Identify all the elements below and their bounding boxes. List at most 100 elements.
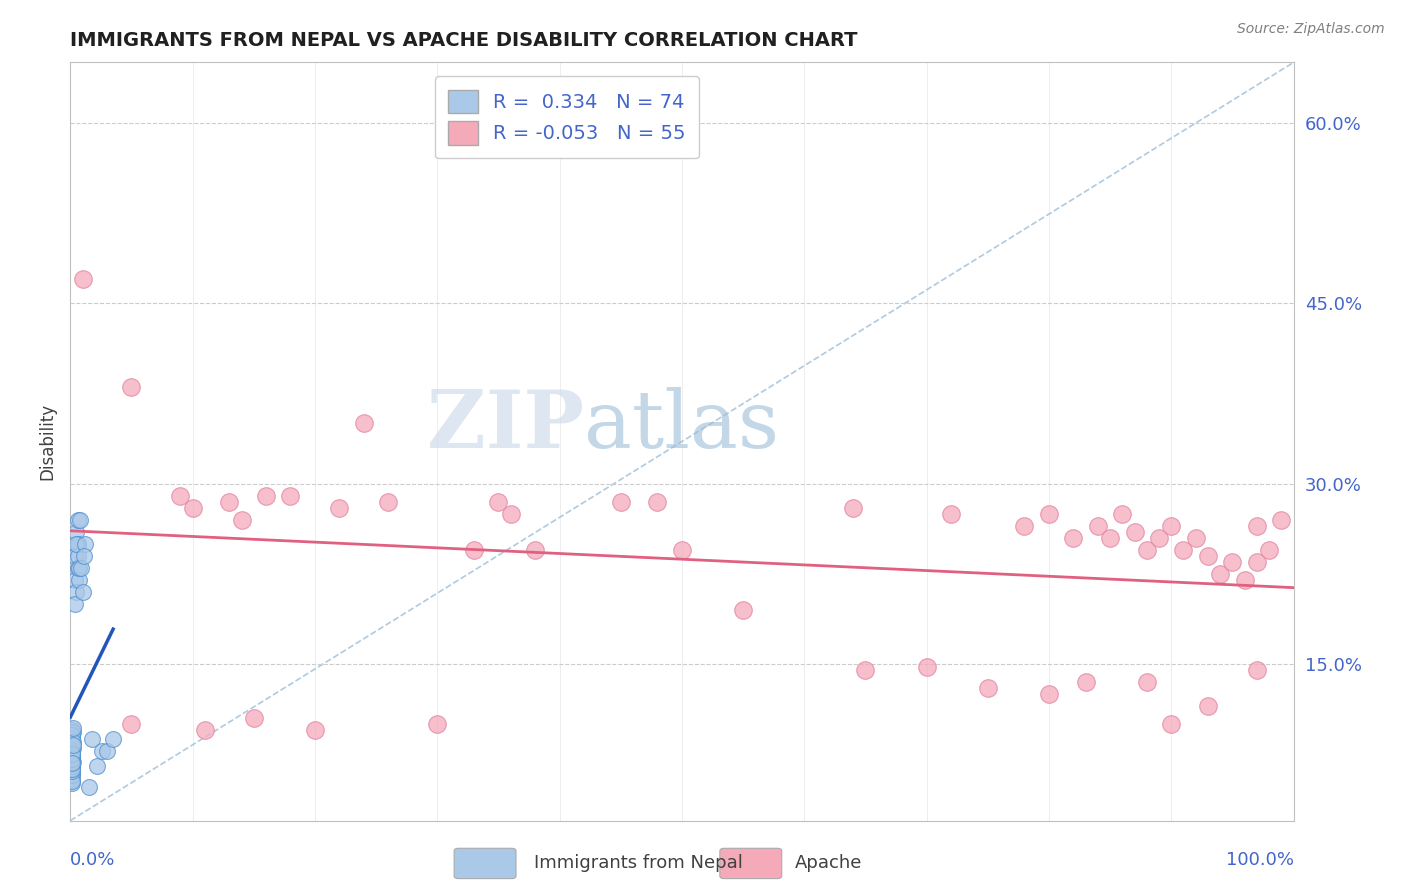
Point [60, 748, 83, 763]
Point [70, 561, 93, 575]
Point [60, 755, 83, 769]
Point [63, 549, 86, 563]
Point [60, 726, 83, 740]
Point [60, 747, 83, 762]
Point [1038, 507, 1060, 521]
Point [976, 681, 998, 696]
Point [72, 272, 94, 286]
Point [60, 764, 83, 779]
Point [60, 757, 83, 772]
Point [1270, 513, 1292, 527]
Point [60, 751, 83, 765]
Point [65, 537, 87, 551]
Point [328, 500, 350, 515]
Point [63, 573, 86, 587]
Point [60, 772, 83, 786]
Point [1074, 675, 1097, 690]
Point [63, 597, 86, 611]
Text: Apache: Apache [794, 855, 862, 872]
Point [488, 494, 510, 508]
Point [60, 768, 83, 782]
Point [86, 759, 108, 773]
Point [60, 723, 83, 738]
Point [60, 773, 83, 788]
Text: ZIP: ZIP [427, 387, 583, 466]
Point [671, 542, 693, 557]
Point [121, 717, 143, 731]
Point [60, 737, 83, 751]
Point [62, 735, 84, 749]
Point [1246, 518, 1268, 533]
Point [62, 721, 84, 735]
Point [231, 513, 253, 527]
Point [60, 739, 83, 753]
Text: atlas: atlas [583, 387, 779, 466]
Point [60, 756, 83, 770]
Point [647, 494, 669, 508]
Point [304, 723, 326, 738]
Text: 0.0%: 0.0% [70, 851, 115, 869]
Point [1197, 699, 1219, 714]
Point [733, 603, 755, 617]
Point [377, 494, 399, 508]
Point [1062, 531, 1084, 545]
Point [1197, 549, 1219, 563]
Point [60, 744, 83, 758]
Point [60, 734, 83, 748]
Point [62, 755, 84, 769]
Point [67, 561, 90, 575]
Point [1220, 555, 1243, 569]
Point [60, 776, 83, 790]
Point [62, 724, 84, 739]
Point [72, 585, 94, 599]
Point [1209, 566, 1232, 581]
Point [842, 500, 865, 515]
Point [1087, 518, 1109, 533]
Point [60, 738, 83, 752]
Point [1233, 573, 1256, 587]
Point [60, 742, 83, 756]
Point [1123, 524, 1146, 539]
Point [1160, 518, 1182, 533]
Point [60, 749, 83, 764]
Point [60, 746, 83, 760]
Point [353, 417, 375, 431]
Point [66, 537, 89, 551]
Point [1147, 531, 1170, 545]
Point [60, 758, 83, 772]
Point [181, 500, 204, 515]
Point [60, 731, 83, 745]
Point [101, 731, 124, 746]
Point [69, 513, 91, 527]
Text: Source: ZipAtlas.com: Source: ZipAtlas.com [1237, 22, 1385, 37]
Point [60, 745, 83, 759]
Point [60, 731, 83, 746]
Point [60, 761, 83, 775]
Point [1246, 663, 1268, 677]
Point [62, 738, 84, 752]
Point [82, 731, 104, 746]
Point [60, 740, 83, 755]
Point [60, 728, 83, 742]
Legend: R =  0.334   N = 74, R = -0.053   N = 55: R = 0.334 N = 74, R = -0.053 N = 55 [434, 76, 699, 159]
Point [939, 507, 962, 521]
Point [60, 727, 83, 741]
Point [855, 663, 877, 677]
Point [254, 489, 277, 503]
Point [60, 756, 83, 770]
Point [1136, 542, 1159, 557]
Point [66, 537, 89, 551]
Point [280, 489, 302, 503]
Point [60, 747, 83, 762]
Text: Immigrants from Nepal: Immigrants from Nepal [534, 855, 744, 872]
Point [66, 513, 89, 527]
Point [1160, 717, 1182, 731]
Point [60, 731, 83, 746]
Point [73, 537, 96, 551]
Point [499, 507, 522, 521]
Y-axis label: Disability: Disability [38, 403, 56, 480]
Point [1099, 531, 1122, 545]
Point [60, 762, 83, 776]
Point [67, 573, 90, 587]
Point [60, 745, 83, 759]
